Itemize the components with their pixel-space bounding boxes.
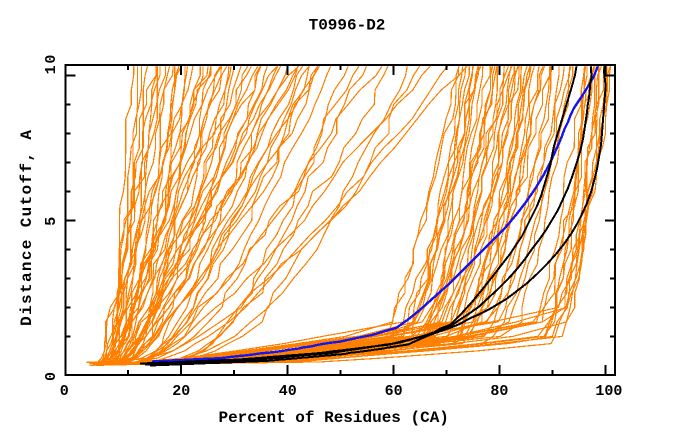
svg-text:60: 60 xyxy=(385,383,403,400)
svg-text:Distance Cutoff, A: Distance Cutoff, A xyxy=(18,129,36,326)
svg-text:Percent of Residues (CA): Percent of Residues (CA) xyxy=(218,409,448,427)
svg-text:0: 0 xyxy=(60,383,69,400)
svg-text:T0996-D2: T0996-D2 xyxy=(309,17,386,35)
svg-text:5: 5 xyxy=(43,215,60,226)
svg-text:80: 80 xyxy=(490,383,508,400)
svg-text:100: 100 xyxy=(595,383,622,400)
svg-text:40: 40 xyxy=(279,383,297,400)
svg-text:10: 10 xyxy=(43,53,60,75)
svg-text:20: 20 xyxy=(172,383,190,400)
svg-text:0: 0 xyxy=(43,370,60,381)
